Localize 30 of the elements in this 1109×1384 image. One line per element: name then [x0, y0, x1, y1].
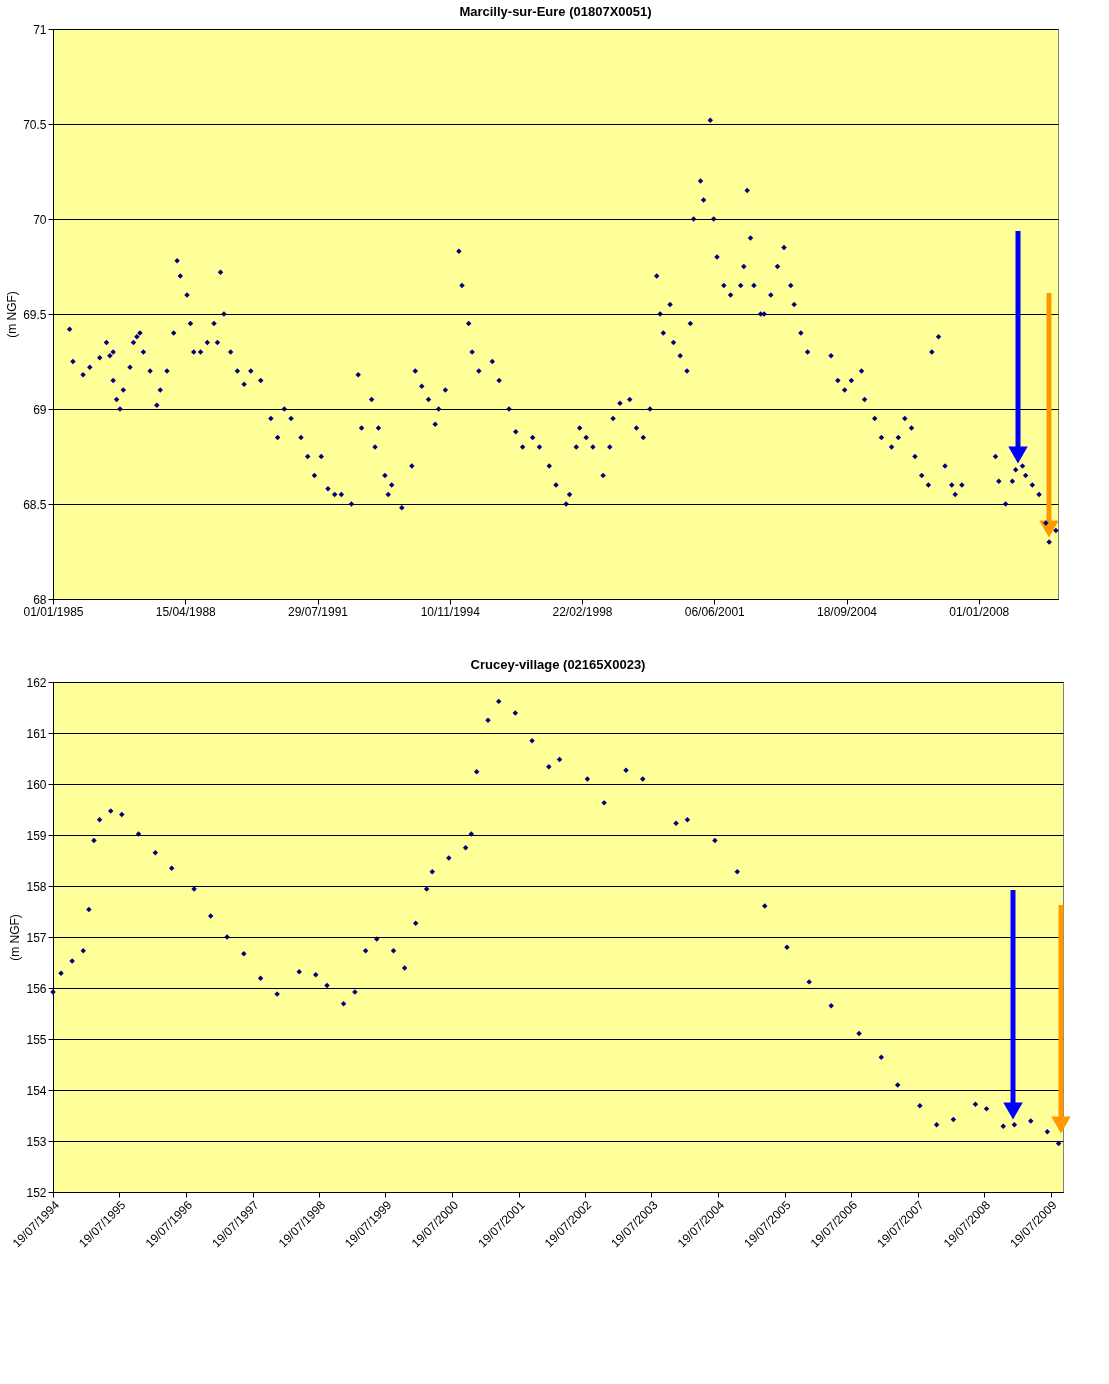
y-tick-label: 69.5 — [23, 307, 47, 322]
x-tick-label: 10/11/1994 — [420, 604, 481, 619]
y-tick-label: 68 — [33, 592, 47, 607]
y-tick-label: 155 — [26, 1032, 47, 1047]
y-tick-label: 158 — [26, 879, 47, 894]
chart-title: Marcilly-sur-Eure (01807X0051) — [459, 4, 652, 19]
y-tick-label: 157 — [26, 930, 47, 945]
y-tick-label: 153 — [26, 1134, 47, 1149]
y-axis-title: (m NGF) — [8, 914, 23, 961]
x-tick-label: 01/01/1985 — [23, 604, 84, 619]
y-tick-label: 71 — [33, 22, 47, 37]
chart-title: Crucey-village (02165X0023) — [470, 657, 646, 672]
x-tick-label: 22/02/1998 — [552, 604, 613, 619]
y-tick-label: 68.5 — [23, 497, 47, 512]
y-axis-title: (m NGF) — [5, 291, 20, 338]
x-tick-label: 06/06/2001 — [684, 604, 746, 619]
x-tick-label: 15/04/1988 — [155, 604, 217, 619]
y-tick-label: 154 — [26, 1083, 47, 1098]
x-tick-label: 18/09/2004 — [816, 604, 878, 619]
y-tick-label: 152 — [26, 1185, 47, 1200]
y-tick-label: 159 — [26, 828, 47, 843]
y-tick-label: 162 — [26, 675, 47, 690]
y-tick-label: 161 — [26, 726, 47, 741]
y-tick-label: 70 — [33, 212, 47, 227]
y-tick-label: 70.5 — [23, 117, 47, 132]
y-tick-label: 156 — [26, 981, 47, 996]
x-tick-label: 01/01/2008 — [949, 604, 1010, 619]
y-tick-label: 160 — [26, 777, 47, 792]
x-tick-label: 29/07/1991 — [287, 604, 349, 619]
y-tick-label: 69 — [33, 402, 47, 417]
